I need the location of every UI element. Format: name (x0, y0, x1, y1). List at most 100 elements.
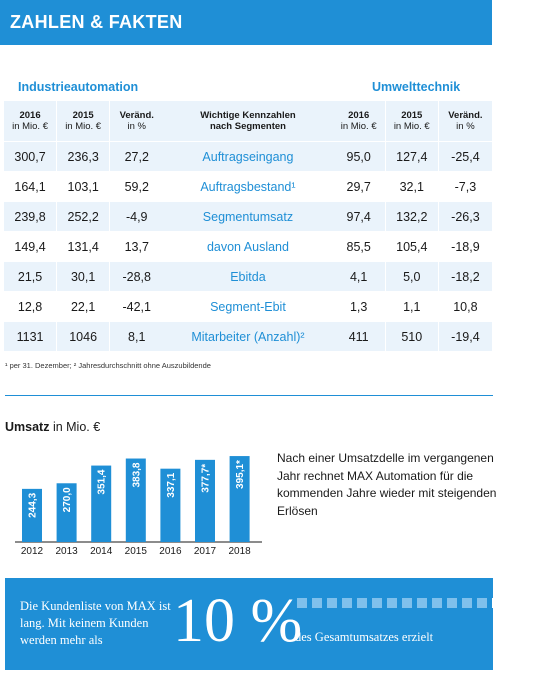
section-label-umwelttechnik: Umwelttechnik (372, 80, 461, 94)
umsatz-bar-chart: 244,3 2012 270,0 2013 351,4 2014 383,8 2015 337,… (15, 456, 262, 557)
x-tick-label: 2015 (125, 546, 148, 557)
banner-square-decoration (297, 598, 502, 608)
info-banner: Die Kundenliste von MAX ist lang. Mit ke… (5, 578, 502, 670)
x-tick-label: 2012 (21, 546, 44, 557)
bar-value-label: 395,1* (235, 460, 246, 489)
table-cell: 12,8 (4, 291, 58, 321)
kennzahlen-table: 2016 in Mio. € 2015 in Mio. € Veränd. in % … (4, 101, 492, 351)
col-header-2016-left: 2016 in Mio. € (4, 101, 58, 141)
bar-value-label: 377,7* (201, 464, 212, 493)
table-footnote: ¹ per 31. Dezember; ² Jahresdurchschnitt… (5, 361, 211, 370)
table-cell: -19,4 (438, 321, 492, 351)
table-cell: -18,2 (438, 261, 492, 291)
kennzahl-label: Mitarbeiter (Anzahl)² (163, 321, 333, 351)
table-row: 164,1 103,1 59,2 Auftragsbestand¹ 29,7 32,1 -7… (4, 171, 492, 201)
table-cell: 131,4 (57, 231, 111, 261)
table-cell: 105,4 (385, 231, 439, 261)
table-cell: -25,4 (438, 141, 492, 171)
section-header: ZAHLEN & FAKTEN (0, 0, 492, 45)
table-cell: 27,2 (110, 141, 164, 171)
bar-2018 (229, 456, 250, 542)
banner-text-right: des Gesamtumsatzes erzielt (295, 630, 434, 644)
col-header-2015-right: 2015 in Mio. € (385, 101, 439, 141)
table-cell: 97,4 (332, 201, 386, 231)
x-tick-label: 2017 (194, 546, 217, 557)
table-cell: -26,3 (438, 201, 492, 231)
kennzahl-label: Auftragseingang (163, 141, 333, 171)
x-tick-label: 2016 (159, 546, 182, 557)
col-header-2016-right: 2016 in Mio. € (332, 101, 386, 141)
x-tick-label: 2018 (228, 546, 251, 557)
table-cell: 252,2 (57, 201, 111, 231)
chart-title-bold: Umsatz (5, 420, 50, 434)
bar-2017 (195, 459, 215, 542)
banner-text-left: Die Kundenliste von MAX ist lang. Mit ke… (20, 599, 171, 647)
table-cell: -4,9 (110, 201, 164, 231)
x-tick-label: 2014 (90, 546, 113, 557)
table-cell: 95,0 (332, 141, 386, 171)
kennzahl-label: davon Ausland (163, 231, 333, 261)
table-cell: 1046 (57, 321, 111, 351)
table-cell: 510 (385, 321, 439, 351)
kennzahl-label: Segmentumsatz (163, 201, 333, 231)
bar-value-label: 383,8 (131, 462, 142, 487)
table-cell: 8,1 (110, 321, 164, 351)
x-tick-label: 2013 (55, 546, 78, 557)
chart-title: Umsatz in Mio. € (5, 420, 100, 434)
table-row: 1131 1046 8,1 Mitarbeiter (Anzahl)² 411 510 -1… (4, 321, 492, 351)
col-header-change-right: Veränd. in % (438, 101, 492, 141)
table-cell: 239,8 (4, 201, 58, 231)
table-cell: 149,4 (4, 231, 58, 261)
kennzahl-label: Segment-Ebit (163, 291, 333, 321)
table-cell: 103,1 (57, 171, 111, 201)
table-header-row: 2016 in Mio. € 2015 in Mio. € Veränd. in % … (4, 101, 492, 141)
table-row: 300,7 236,3 27,2 Auftragseingang 95,0 127,4 -2… (4, 141, 492, 171)
table-cell: 132,2 (385, 201, 439, 231)
kennzahl-label: Ebitda (163, 261, 333, 291)
table-cell: 1,1 (385, 291, 439, 321)
table-cell: -18,9 (438, 231, 492, 261)
section-label-industrieautomation: Industrieautomation (18, 80, 139, 94)
bar-2012 (22, 488, 42, 542)
col-header-change-left: Veränd. in % (110, 101, 164, 141)
table-cell: 13,7 (110, 231, 164, 261)
table-row: 21,5 30,1 -28,8 Ebitda 4,1 5,0 -18,2 (4, 261, 492, 291)
bar-value-label: 351,4 (97, 469, 108, 494)
table-cell: 5,0 (385, 261, 439, 291)
banner-percentage: 10 % (173, 587, 303, 655)
table-cell: 85,5 (332, 231, 386, 261)
table-cell: 30,1 (57, 261, 111, 291)
bar-value-label: 337,1 (166, 472, 177, 497)
bar-2014 (91, 465, 112, 542)
table-cell: 164,1 (4, 171, 58, 201)
table-cell: -28,8 (110, 261, 164, 291)
table-cell: -42,1 (110, 291, 164, 321)
chart-description: Nach einer Umsatzdelle im vergangenen Ja… (277, 451, 497, 518)
table-cell: 4,1 (332, 261, 386, 291)
table-cell: 29,7 (332, 171, 386, 201)
table-cell: -7,3 (438, 171, 492, 201)
bar-2016 (160, 468, 181, 542)
divider (5, 395, 493, 396)
table-row: 239,8 252,2 -4,9 Segmentumsatz 97,4 132,2 -26,… (4, 201, 492, 231)
bar-value-label: 270,0 (62, 487, 73, 512)
header-title: ZAHLEN & FAKTEN (10, 12, 183, 32)
table-row: 149,4 131,4 13,7 davon Ausland 85,5 105,4 -18,… (4, 231, 492, 261)
table-cell: 32,1 (385, 171, 439, 201)
table-cell: 22,1 (57, 291, 111, 321)
bar-2013 (56, 483, 77, 542)
table-cell: 411 (332, 321, 386, 351)
table-cell: 59,2 (110, 171, 164, 201)
col-header-kennzahlen: Wichtige Kennzahlen nach Segmenten (163, 101, 333, 141)
table-cell: 21,5 (4, 261, 58, 291)
table-cell: 127,4 (385, 141, 439, 171)
col-header-2015-left: 2015 in Mio. € (57, 101, 111, 141)
kennzahl-label: Auftragsbestand¹ (163, 171, 333, 201)
table-cell: 236,3 (57, 141, 111, 171)
table-cell: 1131 (4, 321, 58, 351)
bar-value-label: 244,3 (28, 492, 39, 517)
table-cell: 300,7 (4, 141, 58, 171)
chart-title-unit: in Mio. € (49, 420, 101, 434)
table-cell: 10,8 (438, 291, 492, 321)
bar-2015 (125, 458, 146, 542)
